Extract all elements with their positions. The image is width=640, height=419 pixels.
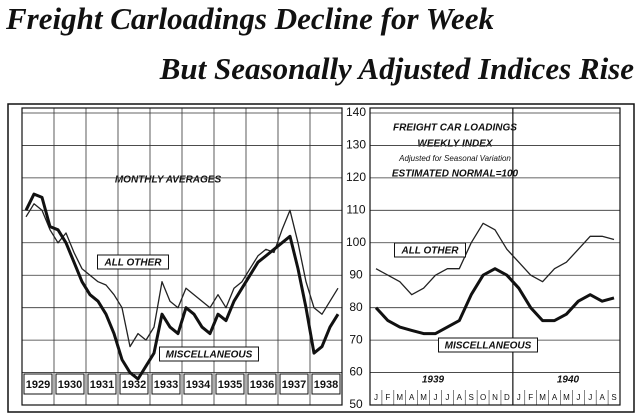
x-tick-label: M xyxy=(420,393,427,402)
year-box xyxy=(87,373,117,395)
x-tick-label: A xyxy=(552,393,558,402)
x-tick-label: A xyxy=(457,393,463,402)
x-tick-label: F xyxy=(528,393,533,402)
year-box xyxy=(311,373,341,395)
legend-label: ALL OTHER xyxy=(400,246,459,257)
y-tick-label: 70 xyxy=(349,332,363,346)
legend-label: MISCELLANEOUS xyxy=(166,350,253,361)
legend-label: ALL OTHER xyxy=(103,258,162,269)
x-tick-label: J xyxy=(445,393,449,402)
year-box xyxy=(279,373,309,395)
y-tick-label: 60 xyxy=(349,365,363,379)
x-tick-label: 1935 xyxy=(218,379,242,391)
headline: Freight Carloadings Decline for Week xyxy=(5,1,494,36)
panel-border xyxy=(21,107,343,406)
x-tick-label: J xyxy=(517,393,521,402)
y-tick-label: 130 xyxy=(346,138,366,152)
plot: 50 60 70 80 90 100 110 120 130 140 1929 1930 1931 193… xyxy=(21,105,621,411)
x-tick-label: 1929 xyxy=(26,379,50,391)
x-tick-label: S xyxy=(469,393,474,402)
series-line xyxy=(25,203,339,348)
x-tick-label: J xyxy=(576,393,580,402)
x-tick-label: M xyxy=(563,393,570,402)
x-tick-label: O xyxy=(480,393,486,402)
year-box xyxy=(151,373,181,395)
x-tick-label: 1934 xyxy=(186,379,211,391)
year-label: 1939 xyxy=(422,375,445,386)
chart-subtitle: WEEKLY INDEX xyxy=(417,139,494,150)
x-tick-label: D xyxy=(504,393,510,402)
x-tick-label: F xyxy=(385,393,390,402)
series-line xyxy=(24,192,340,381)
y-tick-label: 50 xyxy=(349,397,363,411)
frame xyxy=(7,103,635,413)
year-box xyxy=(183,373,213,395)
series-line xyxy=(374,267,615,336)
x-tick-label: 1938 xyxy=(314,379,338,391)
legend-box xyxy=(159,346,259,362)
annotation: Adjusted for Seasonal Variation xyxy=(398,154,511,163)
y-tick-label: 90 xyxy=(349,267,363,281)
y-tick-label: 110 xyxy=(346,203,365,217)
chart-title: MONTHLY AVERAGES xyxy=(115,175,222,186)
x-tick-label: A xyxy=(409,393,415,402)
x-tick-label: S xyxy=(611,393,616,402)
year-box xyxy=(55,373,85,395)
x-tick-label: 1932 xyxy=(122,379,146,391)
series-line xyxy=(375,222,615,296)
x-tick-label: A xyxy=(599,393,605,402)
x-tick-label: 1931 xyxy=(90,379,114,391)
chart-title: FREIGHT CAR LOADINGS xyxy=(393,123,517,134)
x-tick-label: N xyxy=(492,393,498,402)
year-box xyxy=(215,373,245,395)
x-tick-label: J xyxy=(588,393,592,402)
x-tick-label: M xyxy=(539,393,546,402)
legend-box xyxy=(394,242,466,258)
x-tick-label: 1936 xyxy=(250,379,274,391)
x-tick-label: 1930 xyxy=(58,379,82,391)
legend-label: MISCELLANEOUS xyxy=(445,341,532,352)
annotation: ESTIMATED NORMAL=100 xyxy=(392,169,519,180)
y-tick-label: 80 xyxy=(349,300,363,314)
x-tick-label: J xyxy=(433,393,437,402)
legend-box xyxy=(97,254,169,270)
x-tick-label: M xyxy=(396,393,403,402)
headline: But Seasonally Adjusted Indices Rise xyxy=(159,51,634,86)
year-box xyxy=(23,373,53,395)
y-tick-label: 140 xyxy=(346,105,366,119)
legend-box xyxy=(438,337,538,353)
x-tick-label: 1937 xyxy=(282,379,306,391)
panel-border xyxy=(369,107,621,406)
year-box xyxy=(247,373,277,395)
y-tick-label: 120 xyxy=(346,170,366,184)
x-tick-label: 1933 xyxy=(154,379,178,391)
y-tick-label: 100 xyxy=(346,235,366,249)
year-label: 1940 xyxy=(557,375,580,386)
x-tick-label: J xyxy=(374,393,378,402)
